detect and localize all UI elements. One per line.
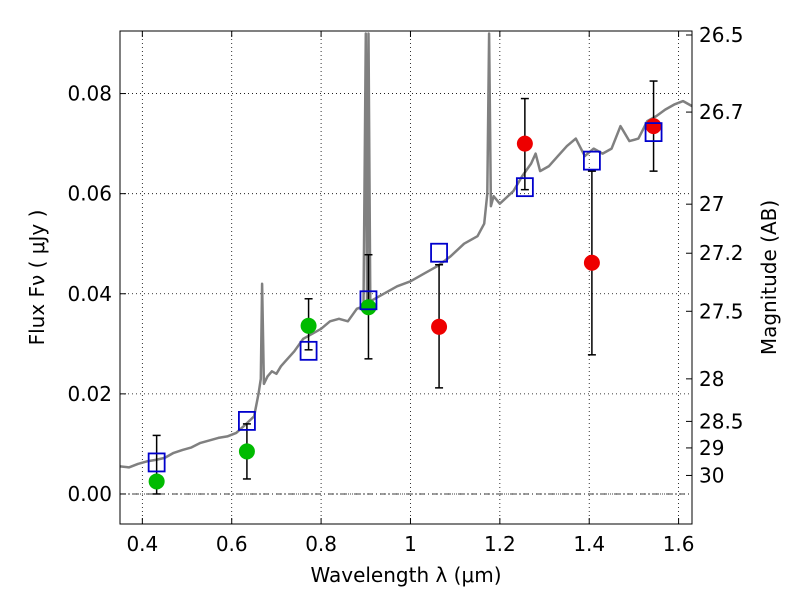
y-axis-label: Flux Fν ( μJy ) <box>25 210 49 346</box>
mag-tick-label: 28.5 <box>699 409 744 433</box>
y-tick-label: 0.02 <box>67 382 112 406</box>
y-tick-label: 0.08 <box>67 82 112 106</box>
data-points-group <box>148 118 662 490</box>
model-square <box>147 452 166 473</box>
sed-curve <box>120 32 692 469</box>
red-data-point <box>645 118 662 135</box>
x-tick-label: 0.6 <box>216 532 248 556</box>
x-axis-label: Wavelength λ (μm) <box>310 563 501 587</box>
red-data-point <box>431 318 448 335</box>
y-axis-right-label: Magnitude (AB) <box>757 200 781 355</box>
model-squares-group <box>147 122 663 473</box>
mag-tick-label: 26.5 <box>699 23 744 47</box>
model-square <box>359 290 378 311</box>
model-square <box>238 410 256 431</box>
tick-labels: 0.4 0.6 0.8 1 1.2 1.4 1.6 0.00 0.02 0.04 0.06 0.08 2… <box>67 23 743 556</box>
x-tick-label: 0.4 <box>126 532 158 556</box>
axis-ticks <box>120 31 692 524</box>
model-square <box>644 122 663 143</box>
errorbar-group <box>152 80 658 495</box>
mag-tick-label: 30 <box>699 463 724 487</box>
x-tick-label: 0.8 <box>305 532 337 556</box>
green-data-point <box>238 443 255 460</box>
model-square <box>583 150 601 171</box>
model-square <box>430 242 448 263</box>
y-tick-label: 0.06 <box>67 182 112 206</box>
y-tick-label: 0.04 <box>67 282 112 306</box>
x-tick-label: 1.6 <box>663 532 695 556</box>
sed-curve-group <box>120 32 692 469</box>
plot-frame <box>119 30 693 525</box>
mag-tick-label: 26.7 <box>699 100 744 124</box>
red-data-point <box>516 135 533 152</box>
green-data-point <box>360 299 377 316</box>
green-data-point <box>148 473 165 490</box>
red-data-point <box>583 254 600 271</box>
x-tick-label: 1.2 <box>484 532 516 556</box>
x-tick-label: 1 <box>404 532 417 556</box>
mag-tick-label: 27 <box>699 192 724 216</box>
mag-tick-label: 27.5 <box>699 299 744 323</box>
mag-tick-label: 29 <box>699 436 724 460</box>
grid-lines <box>120 31 692 524</box>
y-tick-label: 0.00 <box>67 482 112 506</box>
model-square <box>515 177 534 198</box>
mag-tick-label: 27.2 <box>699 241 744 265</box>
x-tick-label: 1.4 <box>573 532 605 556</box>
model-square <box>299 340 318 361</box>
green-data-point <box>300 317 317 334</box>
mag-tick-label: 28 <box>699 367 724 391</box>
